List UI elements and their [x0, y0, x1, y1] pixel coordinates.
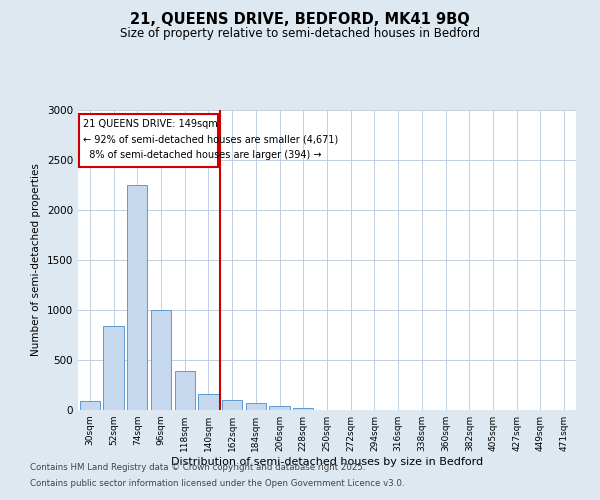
- Text: Contains HM Land Registry data © Crown copyright and database right 2025.: Contains HM Land Registry data © Crown c…: [30, 464, 365, 472]
- Bar: [151, 310, 171, 410]
- Text: 8% of semi-detached houses are larger (394) →: 8% of semi-detached houses are larger (3…: [83, 150, 321, 160]
- Bar: [127, 185, 148, 410]
- Bar: [246, 403, 266, 410]
- Bar: [175, 371, 195, 410]
- Bar: [293, 408, 313, 410]
- Bar: [103, 326, 124, 410]
- Bar: [199, 394, 218, 410]
- Text: ← 92% of semi-detached houses are smaller (4,671): ← 92% of semi-detached houses are smalle…: [83, 135, 338, 145]
- Bar: [269, 406, 290, 410]
- Text: Contains public sector information licensed under the Open Government Licence v3: Contains public sector information licen…: [30, 478, 404, 488]
- Y-axis label: Number of semi-detached properties: Number of semi-detached properties: [31, 164, 41, 356]
- Bar: [222, 400, 242, 410]
- Bar: [80, 401, 100, 410]
- Text: Size of property relative to semi-detached houses in Bedford: Size of property relative to semi-detach…: [120, 28, 480, 40]
- FancyBboxPatch shape: [79, 114, 218, 167]
- Text: 21, QUEENS DRIVE, BEDFORD, MK41 9BQ: 21, QUEENS DRIVE, BEDFORD, MK41 9BQ: [130, 12, 470, 28]
- X-axis label: Distribution of semi-detached houses by size in Bedford: Distribution of semi-detached houses by …: [171, 457, 483, 467]
- Text: 21 QUEENS DRIVE: 149sqm: 21 QUEENS DRIVE: 149sqm: [83, 119, 217, 129]
